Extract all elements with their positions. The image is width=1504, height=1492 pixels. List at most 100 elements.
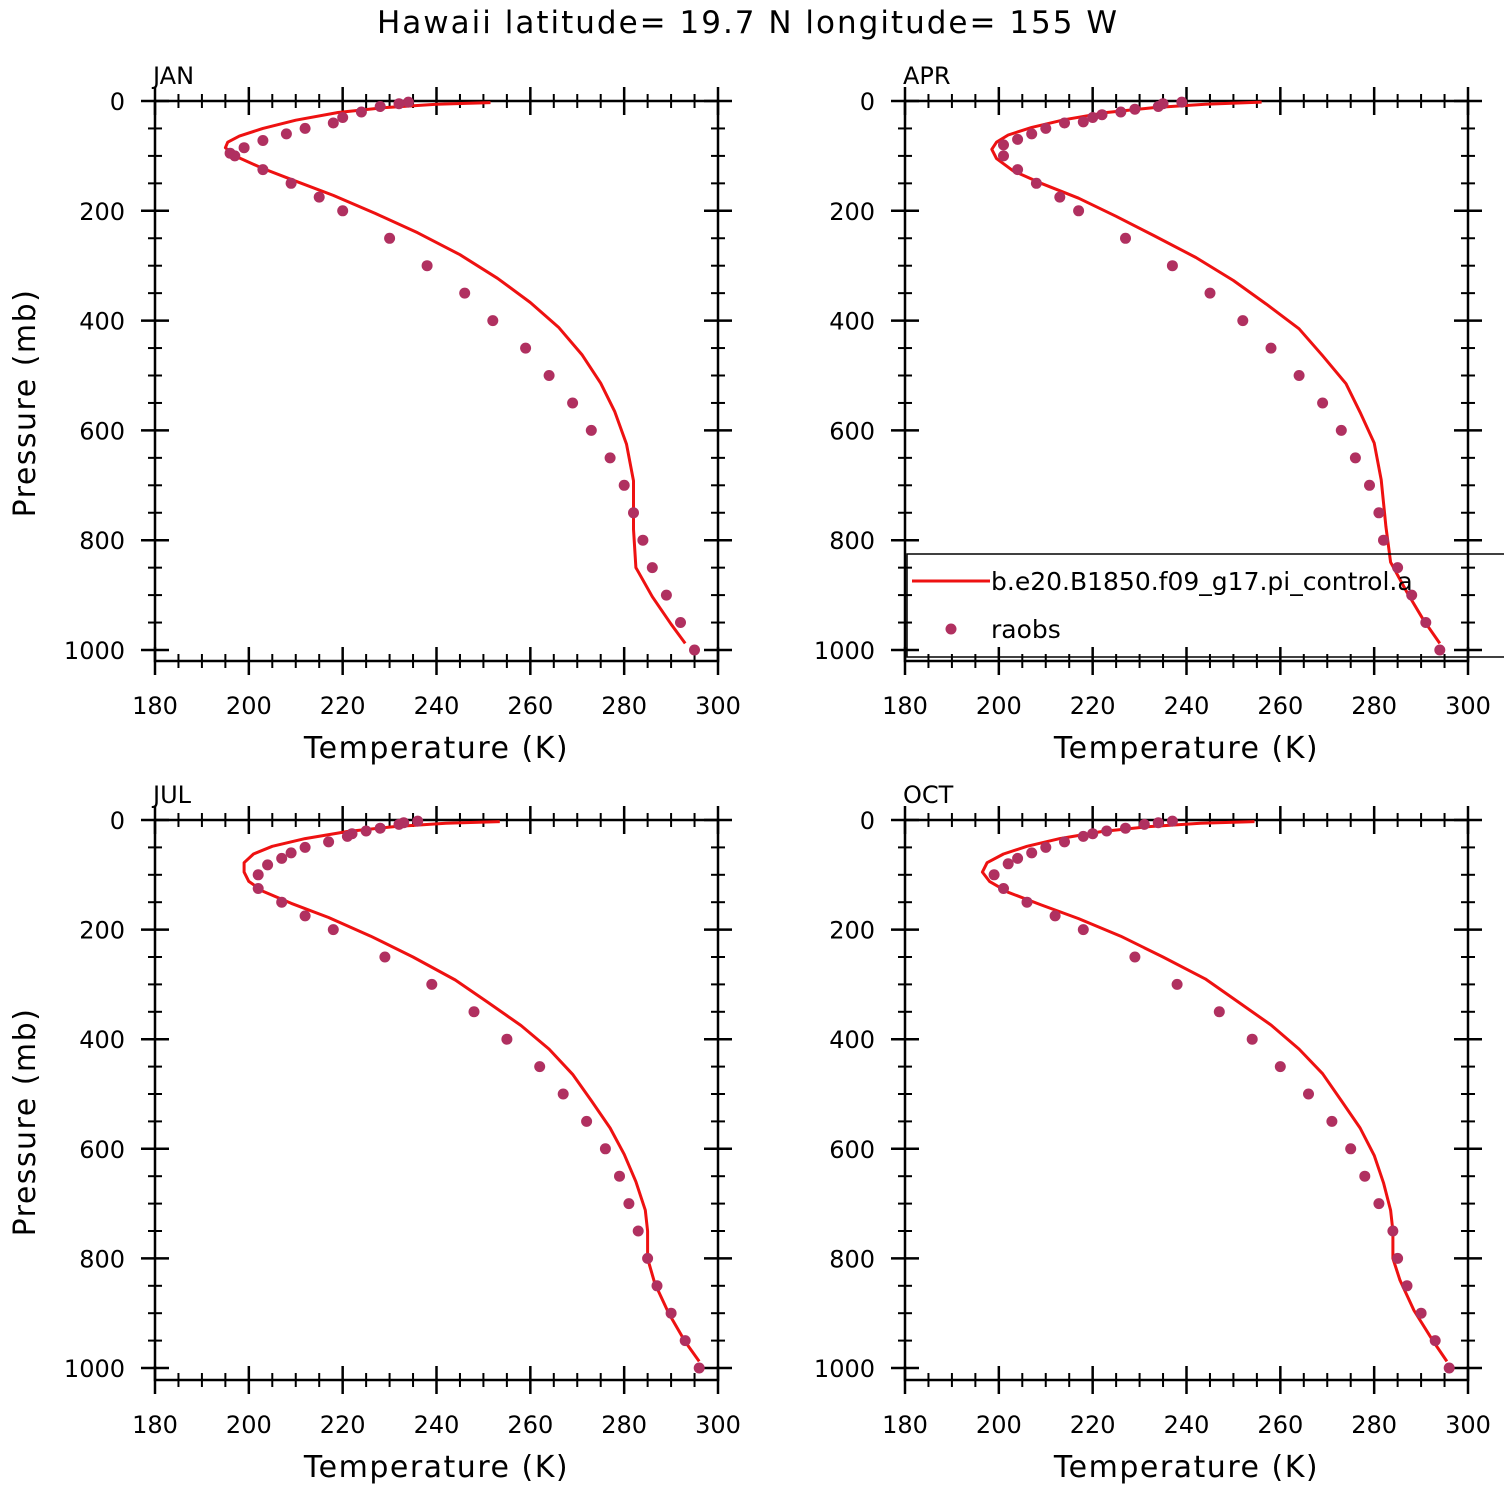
raobs-point (1152, 101, 1164, 112)
raobs-point (1392, 562, 1404, 574)
raobs-point (1049, 910, 1061, 922)
x-tick-label: 280 (601, 1411, 647, 1439)
raobs-point (1077, 116, 1089, 128)
raobs-point (412, 815, 424, 827)
x-tick-label: 240 (1164, 1411, 1210, 1439)
raobs-point (520, 342, 532, 354)
y-tick-label: 600 (79, 1136, 125, 1164)
raobs-point (632, 1225, 644, 1237)
raobs-point (543, 370, 555, 381)
x-tick-label: 180 (882, 1411, 928, 1439)
raobs-point (280, 128, 292, 140)
raobs-point (665, 1307, 677, 1319)
raobs-point (421, 260, 433, 272)
x-tick-label: 240 (414, 692, 460, 720)
x-axis-label: Temperature (K) (303, 1450, 569, 1485)
y-axis-label: Pressure (mb) (8, 1008, 43, 1237)
x-tick-label: 300 (1445, 1411, 1491, 1439)
raobs-point (1349, 452, 1361, 464)
y-tick-label: 1000 (814, 637, 875, 665)
y-tick-label: 600 (79, 417, 125, 445)
x-tick-label: 180 (132, 1411, 178, 1439)
raobs-point (623, 1198, 635, 1210)
x-tick-label: 280 (1351, 1411, 1397, 1439)
raobs-point (487, 315, 499, 327)
legend-entry-model: b.e20.B1850.f09_g17.pi_control.a (991, 567, 1413, 596)
panel-title: JAN (151, 62, 194, 90)
raobs-point (1213, 1006, 1225, 1018)
y-tick-label: 400 (829, 1026, 875, 1054)
raobs-point (1115, 106, 1127, 118)
raobs-point (252, 883, 264, 894)
x-axis-label: Temperature (K) (1053, 1450, 1319, 1485)
y-tick-label: 1000 (64, 637, 125, 665)
raobs-point (1364, 479, 1375, 491)
x-tick-label: 260 (1257, 1411, 1303, 1439)
raobs-point (1406, 589, 1418, 601)
raobs-point (374, 101, 386, 112)
raobs-point (1401, 1280, 1413, 1292)
y-axis-label: Pressure (mb) (8, 289, 43, 518)
raobs-point (1120, 232, 1131, 244)
raobs-point (651, 1280, 663, 1292)
x-tick-label: 260 (1257, 692, 1303, 720)
raobs-point (276, 896, 288, 908)
raobs-point (1166, 260, 1178, 272)
raobs-point (646, 562, 658, 574)
raobs-point (1171, 978, 1183, 990)
raobs-point (313, 191, 325, 203)
raobs-point (393, 818, 405, 830)
raobs-point (1434, 644, 1446, 656)
x-tick-label: 200 (226, 692, 272, 720)
raobs-point (337, 112, 349, 123)
raobs-point (1429, 1335, 1441, 1347)
x-tick-label: 240 (1164, 692, 1210, 720)
raobs-point (1002, 858, 1014, 870)
model-profile-line (242, 820, 701, 1363)
x-tick-label: 260 (507, 692, 553, 720)
raobs-point (604, 452, 616, 464)
plot-frame (153, 818, 720, 1382)
y-tick-label: 1000 (814, 1355, 875, 1383)
raobs-point (1012, 852, 1024, 864)
y-tick-label: 200 (829, 198, 875, 226)
raobs-point (1326, 1115, 1338, 1127)
raobs-point (355, 106, 367, 118)
raobs-point (557, 1088, 569, 1100)
y-tick-label: 600 (829, 417, 875, 445)
raobs-point (1120, 822, 1131, 834)
raobs-point (998, 139, 1009, 151)
raobs-point (1077, 924, 1089, 936)
raobs-point (1138, 818, 1150, 830)
raobs-point (1246, 1033, 1258, 1045)
raobs-point (1087, 112, 1099, 123)
x-tick-label: 200 (976, 1411, 1022, 1439)
y-tick-label: 1000 (64, 1355, 125, 1383)
raobs-point (229, 150, 241, 162)
raobs-point (1345, 1143, 1357, 1155)
raobs-point (1054, 191, 1066, 203)
plot-frame (903, 818, 1470, 1382)
raobs-point (599, 1143, 611, 1155)
raobs-point (1373, 1198, 1385, 1210)
raobs-point (1059, 117, 1070, 129)
raobs-point (374, 822, 386, 834)
x-axis-label: Temperature (K) (303, 731, 569, 766)
raobs-point (327, 924, 339, 936)
raobs-point (1012, 133, 1024, 145)
plot-frame (153, 99, 720, 663)
raobs-point (1359, 1170, 1371, 1182)
raobs-point (1152, 817, 1164, 829)
y-tick-label: 0 (860, 88, 875, 116)
raobs-point (1293, 370, 1305, 381)
raobs-point (1129, 951, 1141, 963)
x-tick-label: 220 (320, 1411, 366, 1439)
raobs-point (693, 1362, 705, 1374)
y-tick-label: 200 (829, 917, 875, 945)
raobs-point (1129, 103, 1141, 115)
raobs-point (614, 1170, 625, 1182)
y-tick-label: 0 (110, 807, 125, 835)
x-tick-label: 280 (601, 692, 647, 720)
